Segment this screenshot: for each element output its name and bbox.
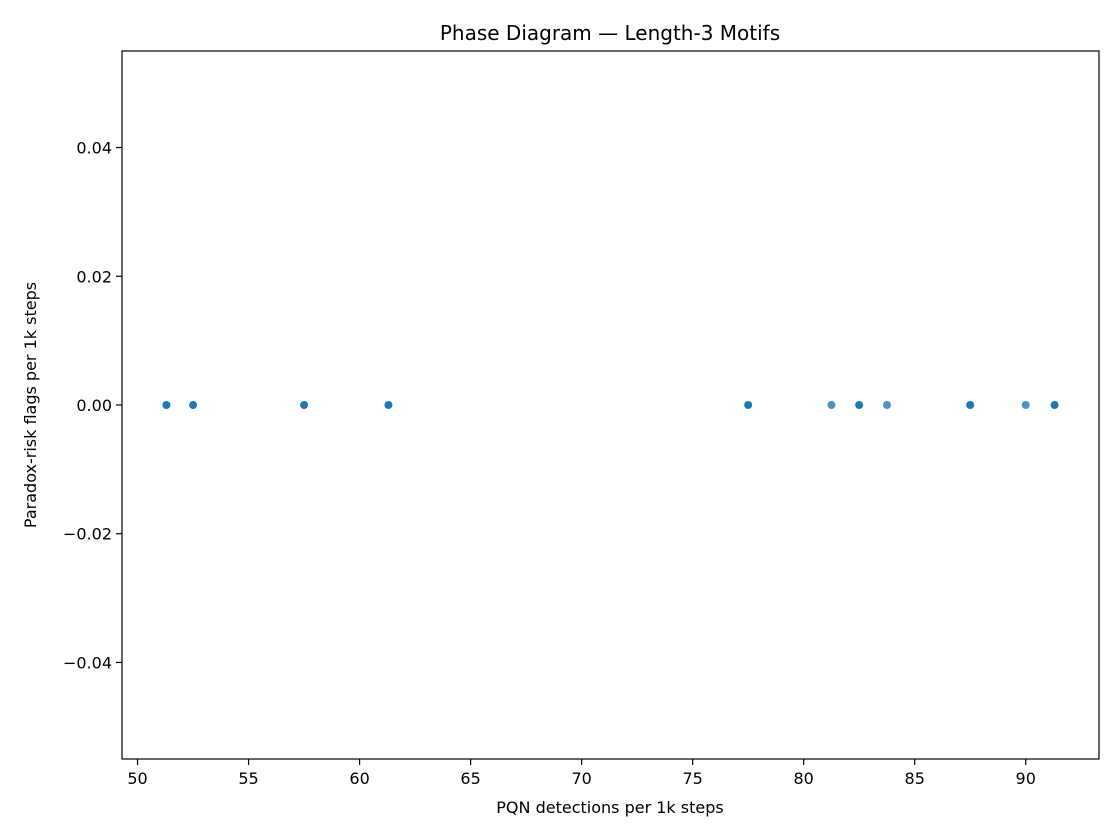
x-tick-label: 70 (571, 769, 591, 788)
scatter-point (1021, 401, 1030, 409)
scatter-point (966, 401, 975, 409)
y-tick-label: 0.02 (76, 267, 112, 286)
scatter-point (827, 401, 836, 409)
scatter-point (384, 401, 393, 409)
y-axis-ticks: 0.04 0.02 0.00 −0.02 −0.04 (63, 139, 122, 672)
scatter-point (300, 401, 309, 409)
x-tick-label: 80 (793, 769, 813, 788)
y-tick-label: −0.02 (63, 525, 112, 544)
scatter-point (744, 401, 753, 409)
x-tick-label: 65 (460, 769, 480, 788)
y-tick-label: −0.04 (63, 653, 112, 672)
x-tick-label: 60 (349, 769, 369, 788)
scatter-points (162, 401, 1059, 409)
scatter-point (1050, 401, 1059, 409)
x-axis-ticks: 50 55 60 65 70 75 80 85 90 (127, 759, 1036, 788)
x-tick-label: 90 (1016, 769, 1036, 788)
plot-area-frame (121, 50, 1100, 760)
scatter-point (882, 401, 891, 409)
x-tick-label: 75 (682, 769, 702, 788)
chart-title: Phase Diagram — Length-3 Motifs (440, 21, 780, 45)
y-tick-label: 0.00 (76, 396, 112, 415)
x-axis-label: PQN detections per 1k steps (496, 798, 723, 817)
x-tick-label: 50 (127, 769, 147, 788)
scatter-point (189, 401, 198, 409)
scatter-point (855, 401, 864, 409)
x-tick-label: 85 (905, 769, 925, 788)
x-tick-label: 55 (238, 769, 258, 788)
y-tick-label: 0.04 (76, 139, 112, 158)
scatter-point (162, 401, 171, 409)
y-axis-label: Paradox-risk flags per 1k steps (21, 282, 40, 528)
